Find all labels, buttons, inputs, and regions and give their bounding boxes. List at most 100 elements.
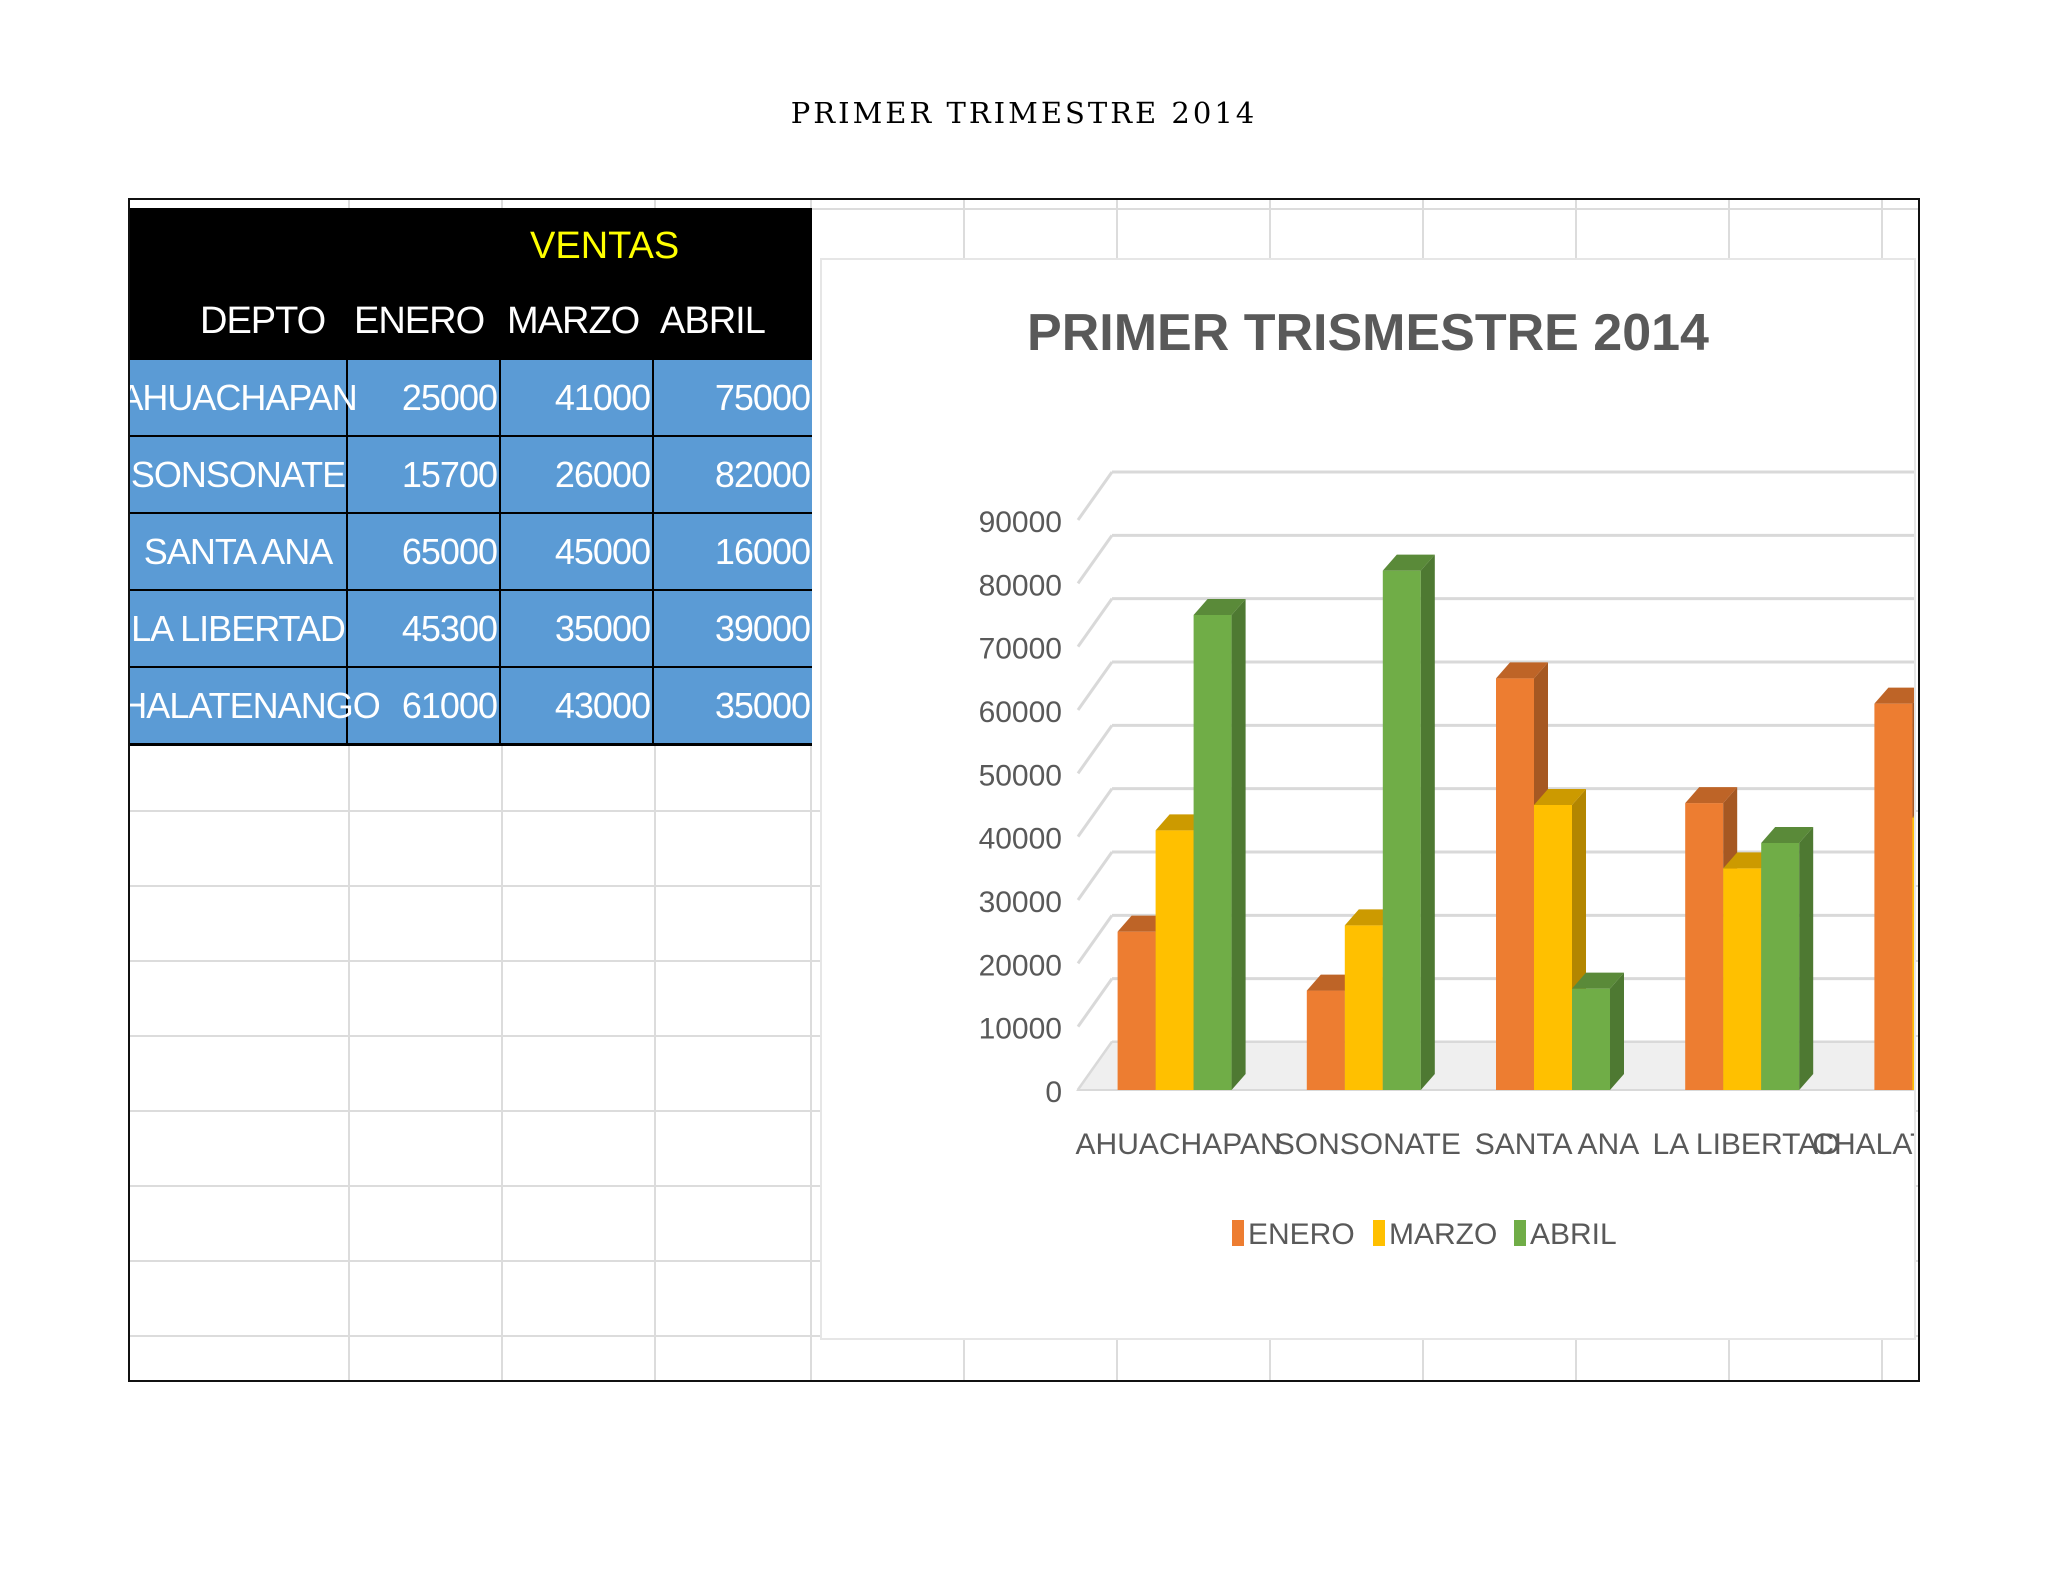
y-tick-label: 40000	[979, 823, 1062, 856]
bar-marzo	[1344, 925, 1383, 1090]
bar-side	[1420, 554, 1435, 1090]
table-cell[interactable]: 26000	[501, 437, 654, 512]
grid-line	[501, 200, 503, 1380]
y-tick-label: 30000	[979, 886, 1062, 919]
table-cell[interactable]: 45000	[501, 514, 654, 589]
grid-line	[348, 200, 350, 1380]
x-tick-label: SONSONATE	[1275, 1128, 1461, 1161]
bar-abril	[1572, 988, 1610, 1090]
table-cell[interactable]: CHALATENANGO	[130, 668, 381, 743]
bar-marzo	[1155, 830, 1194, 1090]
bar-top	[1685, 787, 1738, 804]
gridline	[1076, 471, 1114, 521]
gridline	[1076, 914, 1114, 965]
bar-chart: PRIMER TRISMESTRE 2014 0 10000 20000 30000 40…	[979, 304, 1914, 1251]
bar-top	[1761, 827, 1814, 843]
bar-side	[1231, 599, 1246, 1090]
column-header-marzo: MARZO	[507, 299, 640, 342]
grid-line	[654, 200, 656, 1380]
bar-top	[1912, 815, 1914, 818]
bar-marzo	[1912, 817, 1914, 1090]
bar-top	[1572, 972, 1624, 989]
page-title: PRIMER TRIMESTRE 2014	[790, 96, 1258, 130]
column-header-depto: DEPTO	[200, 299, 326, 342]
table-cell[interactable]: 45300	[348, 591, 501, 666]
y-tick-label: 60000	[979, 696, 1062, 729]
table-cell[interactable]: 16000	[714, 530, 811, 572]
table-cell[interactable]: 35000	[714, 684, 811, 726]
bar-abril	[1382, 570, 1421, 1090]
table-cell[interactable]: 75000	[714, 376, 811, 418]
y-tick-label: 10000	[979, 1013, 1062, 1046]
y-tick-label: 50000	[979, 759, 1062, 792]
table-cell[interactable]: 25000	[348, 360, 501, 435]
grid-line	[810, 200, 812, 1380]
table-cell[interactable]: LA LIBERTAD	[130, 591, 348, 666]
table-cell[interactable]: SONSONATE	[130, 437, 348, 512]
sales-table: VENTAS DEPTO ENERO MARZO ABRIL AHUACHAPA…	[130, 208, 812, 746]
chart-title: PRIMER TRISMESTRE 2014	[1027, 304, 1709, 362]
column-header-abril: ABRIL	[660, 299, 766, 342]
legend-swatch	[1232, 1220, 1244, 1246]
table-cell[interactable]: 35000	[501, 591, 654, 666]
table-header: VENTAS DEPTO ENERO MARZO ABRIL	[130, 208, 812, 358]
chart-container[interactable]: PRIMER TRISMESTRE 2014 0 10000 20000 30000 40…	[820, 258, 1916, 1340]
table-row: AHUACHAPAN 25000 41000 75000	[130, 358, 812, 435]
bar-enero	[1685, 803, 1724, 1090]
bar-side	[1610, 972, 1624, 1090]
bar-abril	[1193, 615, 1232, 1090]
table-column-headers: DEPTO ENERO MARZO ABRIL	[130, 284, 812, 358]
bar-side	[1799, 827, 1814, 1090]
grid-line	[130, 208, 1918, 210]
table-cell[interactable]: 15700	[348, 437, 501, 512]
table-cell[interactable]: 65000	[348, 514, 501, 589]
bar-marzo	[1723, 868, 1762, 1090]
table-cell[interactable]: 43000	[501, 668, 654, 743]
table-cell[interactable]: 39000	[714, 607, 811, 649]
table-cell[interactable]: 61000	[348, 668, 501, 743]
bar-abril	[1761, 843, 1800, 1090]
bar-enero	[1874, 703, 1913, 1090]
bar-top	[1496, 662, 1548, 679]
gridline	[1076, 724, 1114, 775]
table-row: LA LIBERTAD 45300 35000 39000	[130, 589, 812, 666]
legend-swatch	[1514, 1220, 1526, 1246]
table-cell[interactable]: SANTA ANA	[130, 514, 348, 589]
gridline	[1076, 851, 1114, 901]
column-header-enero: ENERO	[354, 299, 485, 342]
bar-top	[1874, 687, 1914, 704]
y-tick-label: 20000	[979, 949, 1062, 982]
x-tick-label: AHUACHAPAN	[1076, 1128, 1282, 1161]
bar-enero	[1306, 990, 1345, 1090]
bar-top	[1534, 789, 1586, 805]
table-cell[interactable]: AHUACHAPAN	[130, 360, 358, 435]
legend-label: ENERO	[1248, 1218, 1355, 1251]
y-tick-label: 0	[1045, 1076, 1062, 1109]
bar-enero	[1496, 678, 1534, 1090]
legend-label: ABRIL	[1530, 1218, 1617, 1251]
gridline	[1076, 534, 1114, 585]
x-tick-label: CHALATENANGO	[1812, 1128, 1914, 1161]
spreadsheet-area: VENTAS DEPTO ENERO MARZO ABRIL AHUACHAPA…	[128, 198, 1920, 1382]
table-row: SONSONATE 15700 26000 82000	[130, 435, 812, 512]
gridline	[1076, 661, 1114, 711]
x-tick-label: SANTA ANA	[1475, 1128, 1640, 1161]
x-tick-label: LA LIBERTAD	[1653, 1128, 1840, 1161]
gridline	[1076, 787, 1114, 838]
table-row: CHALATENANGO 61000 43000 35000	[130, 666, 812, 746]
bar-marzo	[1534, 805, 1572, 1090]
bar-top	[1382, 554, 1435, 571]
bar-enero	[1117, 931, 1156, 1090]
gridline	[1076, 597, 1114, 648]
legend-swatch	[1373, 1220, 1385, 1246]
legend-label: MARZO	[1389, 1218, 1497, 1251]
bar-top	[1193, 599, 1246, 615]
table-cell[interactable]: 82000	[714, 453, 811, 495]
gridline	[1076, 977, 1114, 1028]
y-tick-label: 80000	[979, 569, 1062, 602]
y-tick-label: 90000	[979, 506, 1062, 539]
table-group-header: VENTAS	[530, 224, 680, 267]
table-row: SANTA ANA 65000 45000 16000	[130, 512, 812, 589]
y-tick-label: 70000	[979, 633, 1062, 666]
table-cell[interactable]: 41000	[501, 360, 654, 435]
